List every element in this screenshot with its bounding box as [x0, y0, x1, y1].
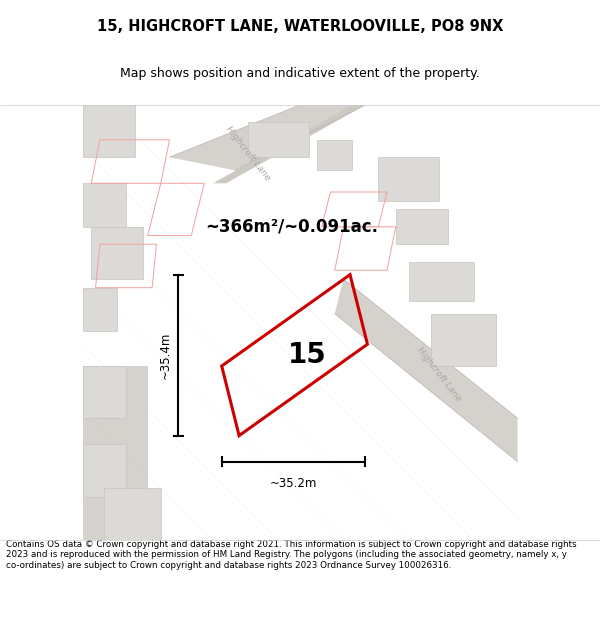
Polygon shape — [317, 140, 352, 170]
Polygon shape — [170, 105, 365, 170]
Polygon shape — [83, 183, 126, 227]
Text: Contains OS data © Crown copyright and database right 2021. This information is : Contains OS data © Crown copyright and d… — [6, 540, 577, 570]
Polygon shape — [379, 158, 439, 201]
Polygon shape — [91, 227, 143, 279]
Polygon shape — [213, 105, 365, 183]
Text: 15: 15 — [288, 341, 327, 369]
Text: ~35.2m: ~35.2m — [270, 477, 317, 490]
Polygon shape — [248, 122, 309, 158]
Text: ~35.4m: ~35.4m — [158, 331, 172, 379]
Polygon shape — [104, 488, 161, 540]
Polygon shape — [83, 366, 148, 540]
Text: 15, HIGHCROFT LANE, WATERLOOVILLE, PO8 9NX: 15, HIGHCROFT LANE, WATERLOOVILLE, PO8 9… — [97, 19, 503, 34]
Text: Highcroft Lane: Highcroft Lane — [415, 346, 463, 404]
Text: Highcroft Lane: Highcroft Lane — [224, 124, 272, 182]
Polygon shape — [396, 209, 448, 244]
Polygon shape — [431, 314, 496, 366]
Polygon shape — [409, 262, 474, 301]
Polygon shape — [83, 366, 126, 418]
Text: Map shows position and indicative extent of the property.: Map shows position and indicative extent… — [120, 67, 480, 80]
Polygon shape — [83, 105, 134, 158]
Polygon shape — [335, 279, 517, 462]
Polygon shape — [83, 444, 126, 496]
Polygon shape — [83, 288, 118, 331]
Text: ~366m²/~0.091ac.: ~366m²/~0.091ac. — [205, 217, 378, 236]
